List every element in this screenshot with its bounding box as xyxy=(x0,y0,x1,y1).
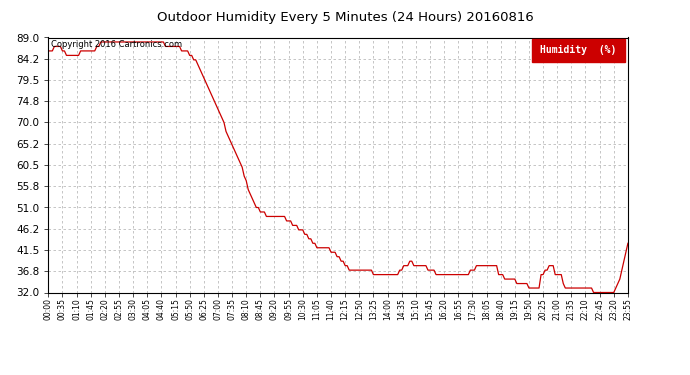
Text: Humidity  (%): Humidity (%) xyxy=(540,45,617,55)
Text: Copyright 2016 Cartronics.com: Copyright 2016 Cartronics.com xyxy=(51,40,182,49)
Bar xyxy=(532,39,625,62)
Text: Outdoor Humidity Every 5 Minutes (24 Hours) 20160816: Outdoor Humidity Every 5 Minutes (24 Hou… xyxy=(157,11,533,24)
